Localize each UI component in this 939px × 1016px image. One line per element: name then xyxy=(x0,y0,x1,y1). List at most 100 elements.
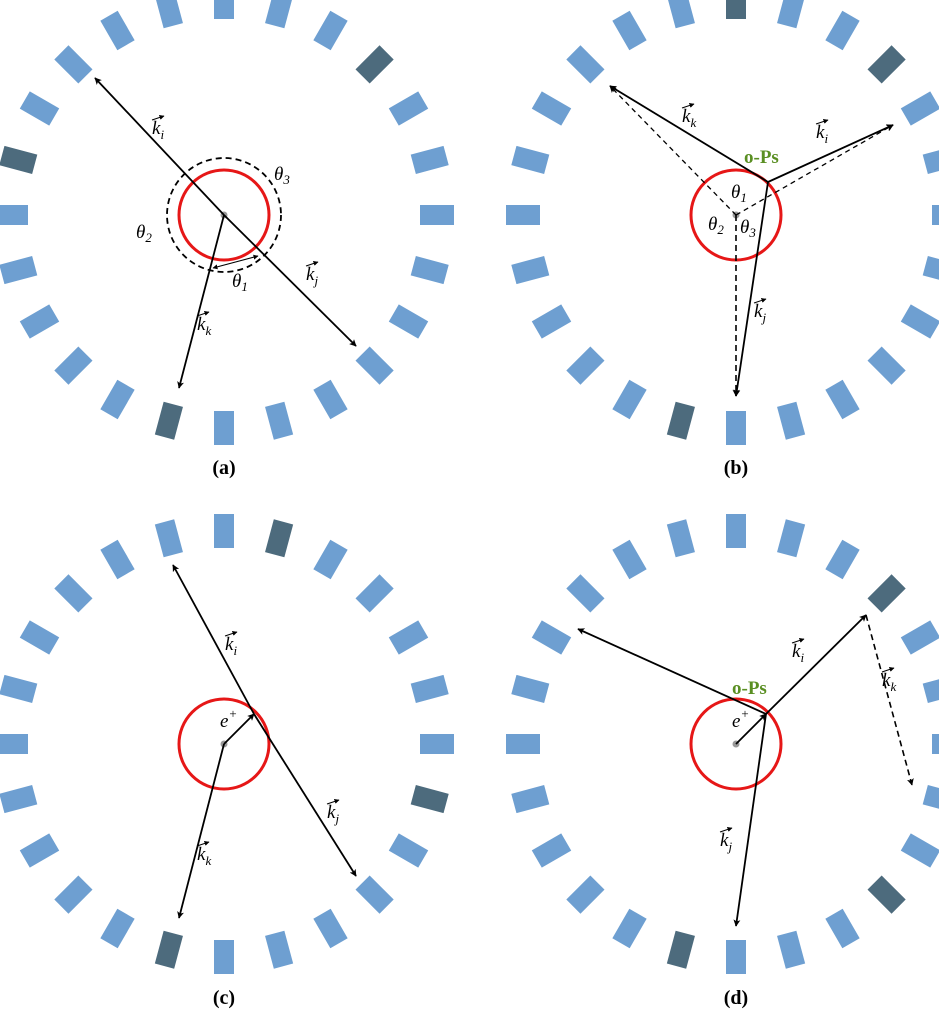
vector-kj-arrow xyxy=(733,181,769,397)
vector-accent-icon xyxy=(326,799,340,805)
detector-module-hit xyxy=(355,45,394,84)
detector-module xyxy=(355,574,394,613)
detector-module xyxy=(666,0,695,29)
vector-kk-arrow xyxy=(177,214,225,389)
detector-module-hit xyxy=(154,930,183,969)
svg-text:kk: kk xyxy=(197,314,211,338)
detector-module-hit xyxy=(0,145,38,174)
dashed-ki xyxy=(735,124,894,216)
detector-module xyxy=(265,0,294,29)
detector-module-hit xyxy=(867,574,906,613)
source-circle xyxy=(689,697,783,791)
detector-module xyxy=(566,574,605,613)
vector-ki-arrow xyxy=(767,124,894,183)
vector-accent-icon xyxy=(753,298,767,304)
detector-module xyxy=(214,940,234,974)
detector-module-hit xyxy=(666,401,695,440)
detector-module xyxy=(355,875,394,914)
detector-module xyxy=(511,785,550,814)
detector-module xyxy=(932,734,939,754)
detector-module xyxy=(900,620,939,655)
detector-module xyxy=(410,674,449,703)
detector-module xyxy=(154,0,183,29)
vector-kj-arrow xyxy=(733,713,767,927)
vector-accent-icon xyxy=(881,667,895,673)
detector-module xyxy=(612,10,647,51)
label-theta2: θ2 xyxy=(708,214,724,237)
detector-module xyxy=(0,734,28,754)
label-kj: kj xyxy=(305,261,319,288)
label-kk: kk xyxy=(881,667,896,694)
detector-module xyxy=(932,205,939,225)
detector-module-hit xyxy=(265,519,294,558)
detector-module xyxy=(388,91,429,126)
detector-module xyxy=(19,833,60,868)
vector-accent-icon xyxy=(196,841,210,847)
label-kk: kk xyxy=(196,311,211,338)
detector-module xyxy=(666,519,695,558)
detector-module xyxy=(566,875,605,914)
detector-module xyxy=(777,401,806,440)
detector-module xyxy=(922,145,939,174)
detector-module xyxy=(506,734,540,754)
svg-text:kk: kk xyxy=(682,106,696,130)
label-ki: ki xyxy=(151,115,165,142)
detector-module xyxy=(388,833,429,868)
svg-text:kk: kk xyxy=(882,670,896,694)
label-kk: kk xyxy=(196,841,211,868)
detector-module xyxy=(825,908,860,949)
detector-module xyxy=(313,908,348,949)
ops-label: o-Ps xyxy=(732,678,767,699)
label-ki: ki xyxy=(224,631,238,658)
label-ki: ki xyxy=(791,638,805,665)
panel-a: ki kj kk θ1 θ2 θ3 (a) xyxy=(0,0,454,479)
svg-text:ki: ki xyxy=(792,641,804,665)
detector-module xyxy=(777,0,806,29)
label-kj: kj xyxy=(719,827,733,854)
detector-module xyxy=(825,539,860,580)
detector-module xyxy=(511,256,550,285)
detector-module xyxy=(531,304,572,339)
detector-module xyxy=(388,304,429,339)
caption-c: (c) xyxy=(213,987,235,1009)
vector-kk-arrow xyxy=(177,743,225,919)
detector-module xyxy=(506,205,540,225)
detector-module xyxy=(922,256,939,285)
vector-accent-icon xyxy=(791,638,805,644)
detector-module xyxy=(410,145,449,174)
detector-module xyxy=(420,734,454,754)
positron-arrow xyxy=(735,713,767,745)
vector-accent-icon xyxy=(196,311,210,317)
detector-module xyxy=(566,346,605,385)
detector-module xyxy=(54,875,93,914)
label-theta3: θ3 xyxy=(274,164,290,187)
detector-module xyxy=(566,45,605,84)
label-kj: kj xyxy=(326,799,340,826)
label-theta3: θ3 xyxy=(740,217,756,240)
detector-module xyxy=(313,539,348,580)
detector-module xyxy=(900,91,939,126)
detector-module xyxy=(0,205,28,225)
detector-module-hit xyxy=(154,401,183,440)
label-positron: e+ xyxy=(220,706,237,732)
detector-module xyxy=(214,514,234,548)
vector-accent-icon xyxy=(719,827,733,833)
detector-module xyxy=(54,45,93,84)
dashed-kk xyxy=(609,85,737,216)
detector-module xyxy=(531,91,572,126)
detector-module xyxy=(355,346,394,385)
vector-kj-arrow xyxy=(253,713,357,877)
vector-accent-icon xyxy=(224,631,238,637)
vector-accent-icon xyxy=(815,119,829,125)
svg-text:kj: kj xyxy=(327,802,339,826)
detector-module xyxy=(154,519,183,558)
detector-module xyxy=(531,620,572,655)
svg-text:e+: e+ xyxy=(732,706,749,732)
detector-ring xyxy=(506,514,939,974)
caption-d: (d) xyxy=(724,987,748,1009)
positron-arrow xyxy=(223,713,255,745)
vector-accent-icon xyxy=(305,261,319,267)
theta1-arc-arrows xyxy=(212,254,259,270)
detector-ring xyxy=(506,0,939,445)
